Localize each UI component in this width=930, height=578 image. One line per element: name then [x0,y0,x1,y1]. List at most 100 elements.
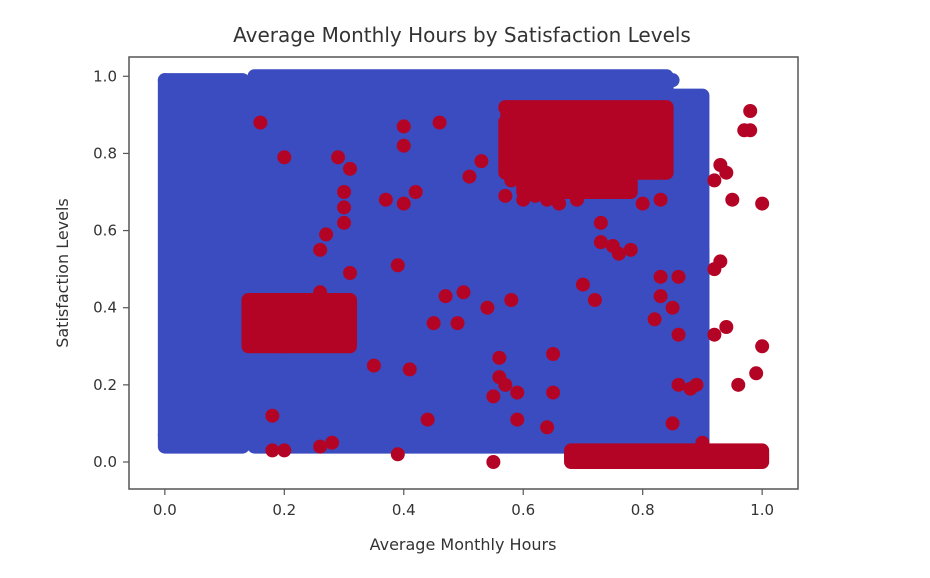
scatter-point [366,285,381,300]
scatter-point [265,443,280,458]
scatter-point [564,385,579,400]
scatter-point [593,215,608,230]
scatter-point [390,258,405,273]
x-tick-label: 0.8 [631,501,655,519]
scatter-point [635,196,650,211]
scatter-point [325,393,340,408]
scatter-point [564,262,579,277]
scatter-point [211,431,226,446]
scatter-point [671,269,686,284]
scatter-point [187,146,202,161]
scatter-region [564,443,770,469]
scatter-point [384,204,399,219]
y-tick-label: 0.2 [93,376,117,394]
scatter-point [408,308,423,323]
scatter-point [343,266,358,280]
scatter-point [569,192,584,207]
scatter-point [211,77,226,91]
x-axis-ticks: 0.0 0.2 0.4 0.6 0.8 1.0 [153,489,774,519]
y-tick-label: 0.4 [93,299,117,317]
scatter-point [175,242,190,257]
scatter-point [743,123,758,138]
scatter-point [689,377,704,392]
scatter-point [695,435,710,450]
scatter-point [755,196,770,211]
scatter-point [749,366,764,381]
y-axis-label: Satisfaction Levels [53,198,72,348]
scatter-point [426,316,441,331]
scatter-point [157,428,172,442]
scatter-point [187,300,202,315]
scatter-point [725,192,740,207]
scatter-point [480,300,495,315]
y-axis-ticks: 0.0 0.2 0.4 0.6 0.8 1.0 [93,67,129,471]
scatter-point [337,185,352,199]
scatter-point [169,347,184,361]
scatter-region [241,293,358,354]
y-tick-label: 0.8 [93,144,117,162]
x-tick-label: 0.6 [511,501,535,519]
plot-frame [128,56,799,490]
scatter-point [432,115,447,130]
scatter-point [354,420,369,435]
scatter-point [456,73,471,88]
x-tick-label: 1.0 [750,501,774,519]
scatter-point [313,439,328,454]
scatter-point [510,385,525,400]
scatter-point [546,385,561,400]
scatter-point [426,185,441,199]
scatter-point [653,289,668,304]
scatter-point [581,173,596,188]
scatter-point [325,435,340,450]
scatter-point [665,300,680,315]
scatter-point [307,127,322,142]
scatter-point [229,212,244,226]
scatter-point [498,188,513,203]
scatter-point [319,227,334,242]
scatter-point [671,377,686,392]
scatter-point [462,169,477,184]
data-points [157,73,770,469]
scatter-point [253,115,268,130]
scatter-point [348,107,363,122]
scatter-point [157,73,172,88]
x-tick-label: 0.4 [392,501,416,519]
scatter-point [337,215,352,230]
scatter-point [444,146,459,161]
scatter-point [229,88,244,103]
scatter-point [504,293,519,307]
scatter-point [540,192,555,207]
scatter-point [647,312,662,327]
scatter-point [504,323,519,338]
y-tick-label: 0.6 [93,222,117,240]
scatter-point [689,127,704,142]
scatter-point [235,439,250,454]
scatter-point [289,242,304,257]
scatter-point [671,327,686,342]
scatter-point [468,385,483,400]
scatter-point [719,320,734,334]
scatter-point [343,161,358,176]
scatter-point [516,192,531,207]
scatter-region [659,88,710,454]
scatter-point [325,269,340,284]
scatter-point [593,235,608,250]
scatter-point [516,242,531,257]
chart-title: Average Monthly Hours by Satisfaction Le… [233,23,691,47]
scatter-point [420,401,435,415]
scatter-point [199,362,214,377]
scatter-point [456,285,471,300]
scatter-point [552,196,567,211]
scatter-point [163,127,178,142]
scatter-point [665,73,680,88]
scatter-point [217,138,232,153]
scatter-point [504,80,519,95]
scatter-point [408,77,423,91]
scatter-point [163,281,178,296]
scatter-point [683,154,698,169]
scatter-point [450,424,465,439]
scatter-point [498,377,513,392]
scatter-point [653,192,668,207]
scatter-point [587,293,602,307]
